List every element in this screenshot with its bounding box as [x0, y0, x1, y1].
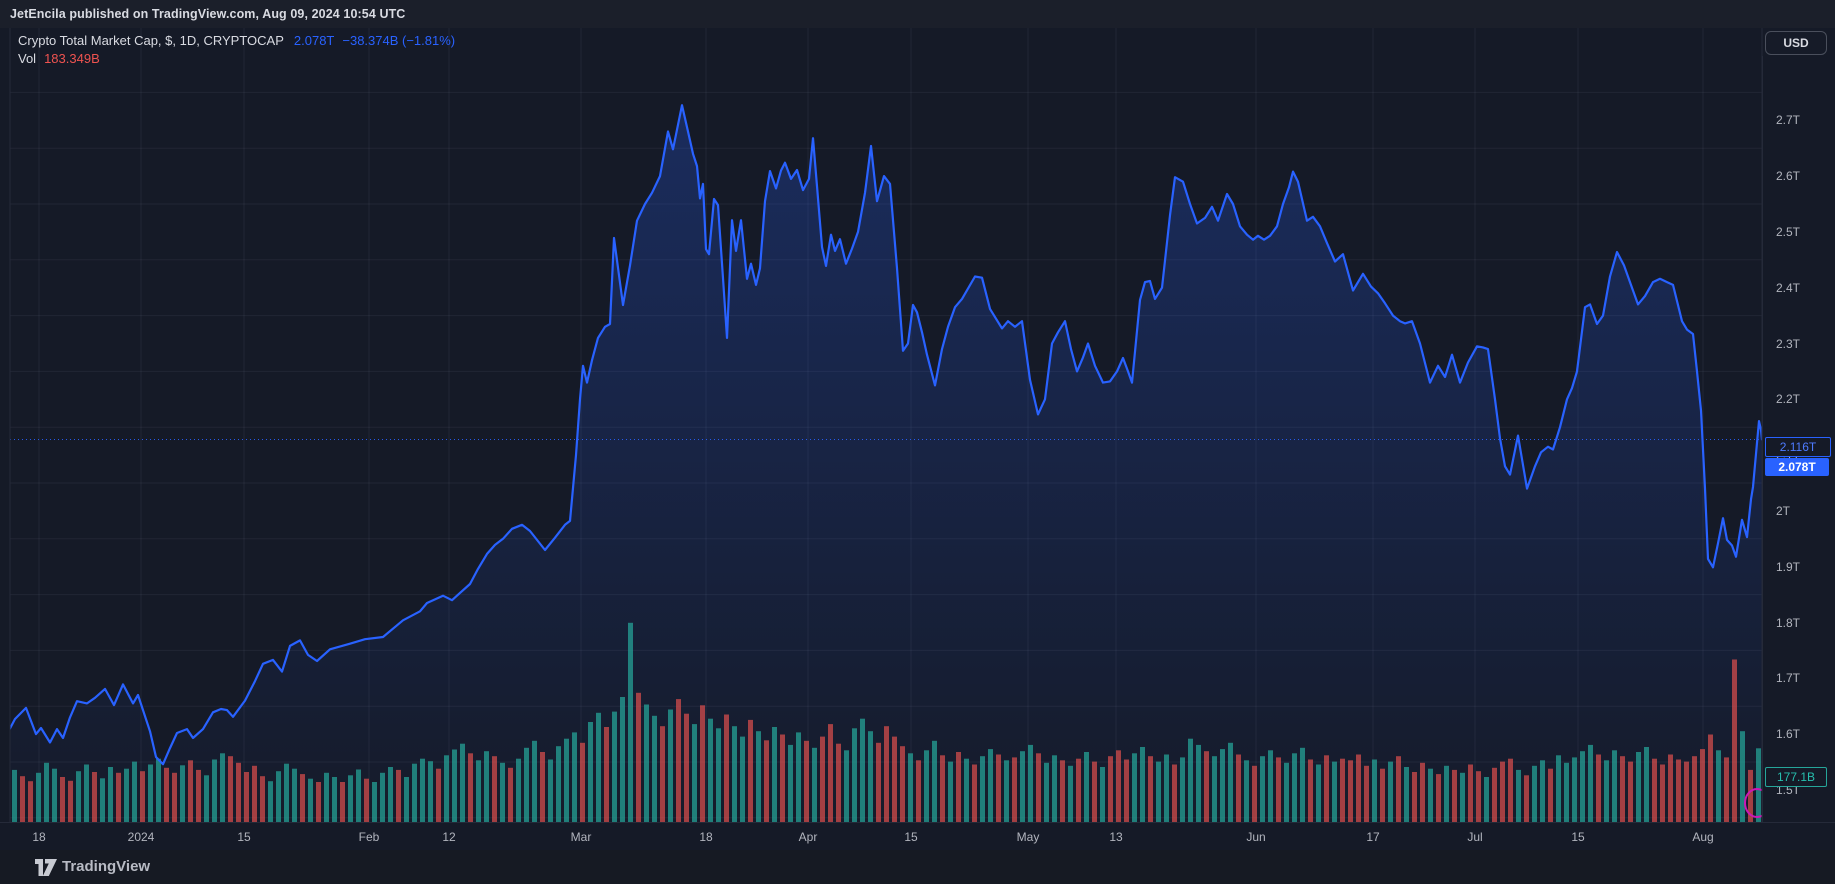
volume-label[interactable]: Vol: [18, 51, 37, 66]
market-cap-area-chart[interactable]: [0, 28, 1835, 849]
price-axis-label: 2.7T: [1776, 113, 1801, 128]
price-axis-label: 1.9T: [1776, 559, 1801, 574]
price-axis-label: 2.4T: [1776, 280, 1801, 295]
price-axis-label: 1.6T: [1776, 727, 1801, 742]
market-cap-line: [10, 104, 1762, 766]
price-axis-label: 2.6T: [1776, 169, 1801, 184]
price-change-value: −38.374B (−1.81%): [342, 33, 456, 48]
time-axis-label: Feb: [358, 829, 380, 844]
volume-value: 183.349B: [44, 51, 100, 66]
footer-bar: TradingView: [0, 849, 1835, 884]
price-axis-label: 2.3T: [1776, 336, 1801, 351]
chart-pane[interactable]: Crypto Total Market Cap, $, 1D, CRYPTOCA…: [0, 28, 1835, 853]
time-axis-label: 17: [1366, 829, 1380, 844]
last-price-value: 2.078T: [293, 33, 335, 48]
price-axis[interactable]: 1.4T1.5T1.6T1.7T1.8T1.9T2T2.1T2.2T2.3T2.…: [1762, 56, 1835, 853]
time-axis-label: 15: [237, 829, 251, 844]
time-axis-label: Jun: [1246, 829, 1266, 844]
annotation-circle: [1744, 788, 1762, 818]
tradingview-logo-icon[interactable]: [34, 858, 58, 878]
price-axis-label: 2.2T: [1776, 392, 1801, 407]
time-axis[interactable]: 18 2024 15 Feb 12 Mar 18 Apr 15 May 13 Jun 17 Jul 15 Au…: [0, 822, 1835, 850]
time-axis-label: 18: [699, 829, 713, 844]
time-axis-label: 15: [904, 829, 918, 844]
publisher-attribution-text: JetEncila published on TradingView.com, …: [10, 7, 406, 21]
time-axis-label: Mar: [570, 829, 592, 844]
time-axis-label: Apr: [798, 829, 818, 844]
volume-value-badge: 177.1B: [1765, 767, 1827, 788]
symbol-title[interactable]: Crypto Total Market Cap, $, 1D, CRYPTOCA…: [18, 33, 284, 48]
volume-bars: [12, 622, 1761, 822]
time-axis-label: 15: [1571, 829, 1585, 844]
chart-legend[interactable]: Crypto Total Market Cap, $, 1D, CRYPTOCA…: [18, 32, 455, 68]
price-axis-label: 2.5T: [1776, 225, 1801, 239]
market-cap-area-fill: [10, 105, 1762, 822]
publisher-bar: JetEncila published on TradingView.com, …: [0, 0, 1835, 28]
time-axis-label: Aug: [1692, 829, 1714, 844]
last-price-badge: 2.078T: [1765, 458, 1829, 477]
time-axis-label: 2024: [127, 829, 155, 844]
price-axis-label: 1.8T: [1776, 615, 1801, 630]
price-axis-label: 1.7T: [1776, 671, 1801, 686]
counter-price-label: 2.116T: [1765, 437, 1831, 458]
time-axis-label: 18: [32, 829, 46, 844]
currency-toggle-button[interactable]: USD: [1765, 31, 1827, 55]
time-axis-label: May: [1016, 829, 1040, 844]
tradingview-brand-link[interactable]: TradingView: [62, 858, 151, 875]
price-axis-label: 2T: [1776, 504, 1791, 518]
time-axis-label: 13: [1109, 829, 1123, 844]
time-axis-label: Jul: [1467, 829, 1483, 844]
time-axis-label: 12: [442, 829, 456, 844]
